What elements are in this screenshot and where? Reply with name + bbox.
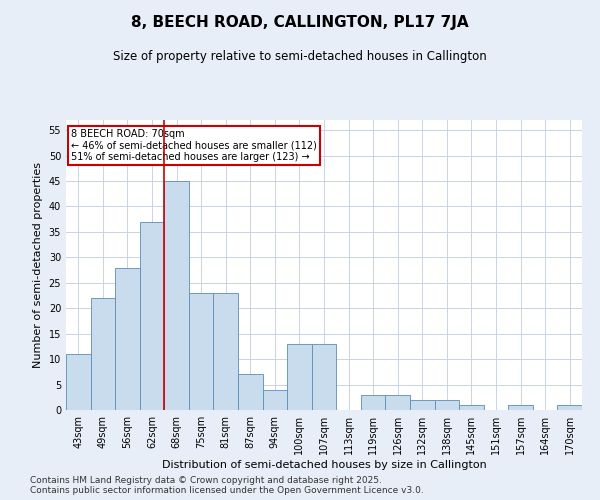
X-axis label: Distribution of semi-detached houses by size in Callington: Distribution of semi-detached houses by … bbox=[161, 460, 487, 470]
Bar bbox=[459, 405, 484, 410]
Bar bbox=[66, 354, 91, 410]
Bar bbox=[115, 268, 140, 410]
Bar bbox=[312, 344, 336, 410]
Y-axis label: Number of semi-detached properties: Number of semi-detached properties bbox=[33, 162, 43, 368]
Text: Contains HM Land Registry data © Crown copyright and database right 2025.
Contai: Contains HM Land Registry data © Crown c… bbox=[30, 476, 424, 495]
Bar bbox=[410, 400, 434, 410]
Bar bbox=[164, 181, 189, 410]
Bar bbox=[238, 374, 263, 410]
Bar bbox=[287, 344, 312, 410]
Text: 8 BEECH ROAD: 70sqm
← 46% of semi-detached houses are smaller (112)
51% of semi-: 8 BEECH ROAD: 70sqm ← 46% of semi-detach… bbox=[71, 128, 317, 162]
Bar bbox=[140, 222, 164, 410]
Bar bbox=[214, 293, 238, 410]
Bar bbox=[385, 394, 410, 410]
Text: Size of property relative to semi-detached houses in Callington: Size of property relative to semi-detach… bbox=[113, 50, 487, 63]
Bar bbox=[557, 405, 582, 410]
Bar bbox=[434, 400, 459, 410]
Bar bbox=[361, 394, 385, 410]
Bar bbox=[263, 390, 287, 410]
Text: 8, BEECH ROAD, CALLINGTON, PL17 7JA: 8, BEECH ROAD, CALLINGTON, PL17 7JA bbox=[131, 15, 469, 30]
Bar bbox=[189, 293, 214, 410]
Bar bbox=[508, 405, 533, 410]
Bar bbox=[91, 298, 115, 410]
